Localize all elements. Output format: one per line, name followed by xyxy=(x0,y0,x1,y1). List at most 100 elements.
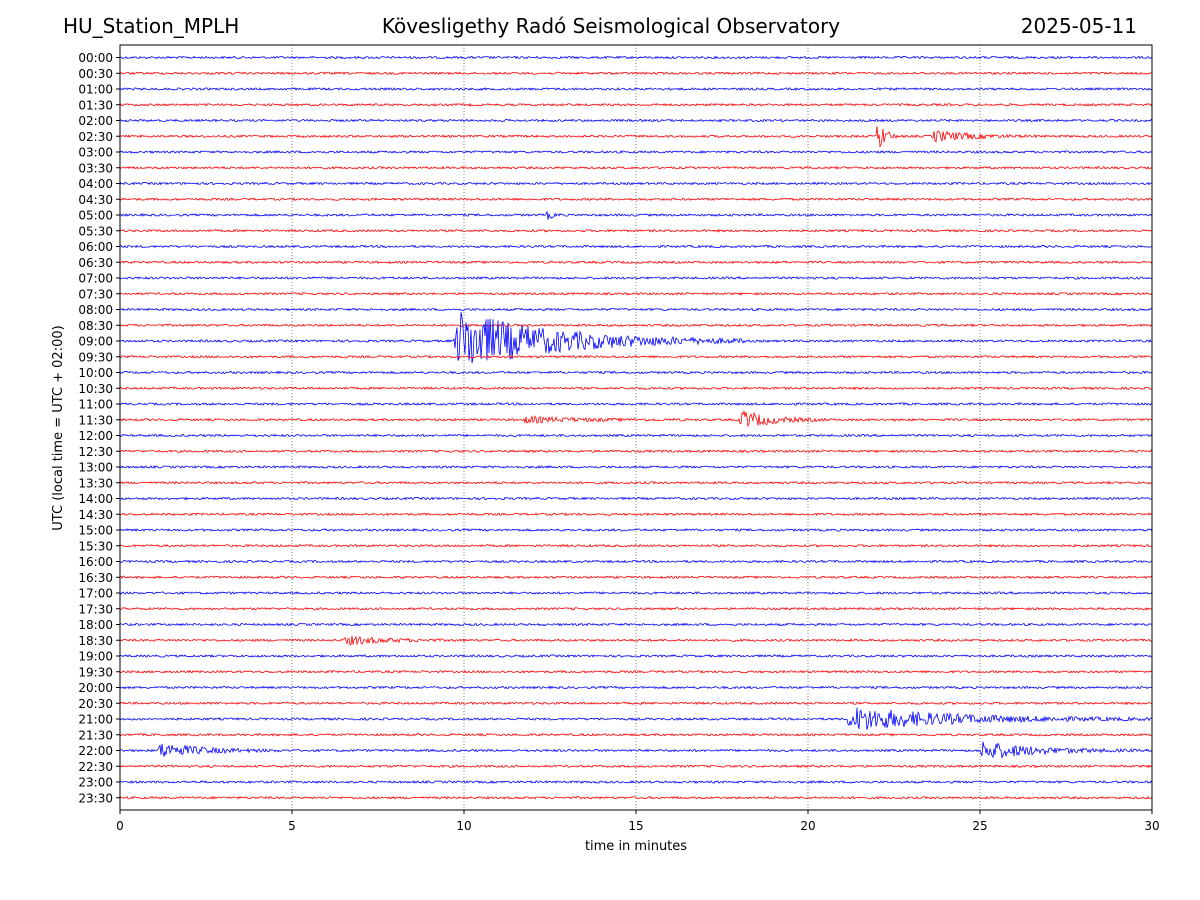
trace-row-2100 xyxy=(119,707,1153,730)
ytick-label-0000: 00:00 xyxy=(78,51,113,65)
trace-row-0630 xyxy=(119,260,1153,265)
trace-row-2000 xyxy=(119,685,1153,690)
ytick-label-1000: 10:00 xyxy=(78,366,113,380)
ytick-label-2330: 23:30 xyxy=(78,791,113,805)
ytick-label-0500: 05:00 xyxy=(78,209,113,223)
ytick-label-0630: 06:30 xyxy=(78,256,113,270)
trace-row-0400 xyxy=(119,181,1153,186)
ytick-label-1630: 16:30 xyxy=(78,571,113,585)
trace-row-1500 xyxy=(119,528,1153,533)
ytick-label-1100: 11:00 xyxy=(78,398,113,412)
ytick-label-0330: 03:30 xyxy=(78,161,113,175)
ytick-label-2230: 22:30 xyxy=(78,760,113,774)
ytick-label-2100: 21:00 xyxy=(78,713,113,727)
record-date: 2025-05-11 xyxy=(1020,14,1137,38)
trace-row-0500 xyxy=(119,210,1153,220)
trace-row-0000 xyxy=(119,55,1153,60)
trace-row-2130 xyxy=(119,732,1153,737)
trace-row-1030 xyxy=(119,386,1153,391)
ytick-label-0430: 04:30 xyxy=(78,193,113,207)
trace-row-1800 xyxy=(119,622,1153,627)
trace-row-1900 xyxy=(119,654,1153,658)
ytick-label-0530: 05:30 xyxy=(78,224,113,238)
ytick-label-2000: 20:00 xyxy=(78,681,113,695)
trace-row-2300 xyxy=(119,780,1153,784)
ytick-label-1930: 19:30 xyxy=(78,665,113,679)
xtick-label-10: 10 xyxy=(456,819,471,833)
ytick-label-0200: 02:00 xyxy=(78,114,113,128)
xtick-label-0: 0 xyxy=(116,819,124,833)
ytick-label-2300: 23:00 xyxy=(78,776,113,790)
ytick-label-0900: 09:00 xyxy=(78,335,113,349)
ytick-label-1030: 10:30 xyxy=(78,382,113,396)
trace-row-1200 xyxy=(119,433,1153,438)
trace-row-0230 xyxy=(119,126,1153,148)
trace-row-1230 xyxy=(119,449,1153,454)
trace-row-0330 xyxy=(119,165,1153,170)
trace-row-1100 xyxy=(119,402,1153,406)
xtick-label-5: 5 xyxy=(288,819,296,833)
ytick-label-1530: 15:30 xyxy=(78,539,113,553)
ytick-label-0730: 07:30 xyxy=(78,287,113,301)
ytick-label-1830: 18:30 xyxy=(78,634,113,648)
ytick-label-0100: 01:00 xyxy=(78,83,113,97)
trace-row-1830 xyxy=(119,635,1153,646)
trace-row-0030 xyxy=(119,71,1153,76)
station-name: HU_Station_MPLH xyxy=(63,14,240,38)
trace-row-0930 xyxy=(119,354,1153,359)
trace-row-2200 xyxy=(119,741,1153,759)
xtick-label-25: 25 xyxy=(972,819,987,833)
trace-row-0100 xyxy=(119,87,1153,91)
trace-row-0900 xyxy=(119,312,1153,364)
ytick-label-1700: 17:00 xyxy=(78,587,113,601)
xtick-label-15: 15 xyxy=(628,819,643,833)
grid-lines xyxy=(291,45,981,810)
trace-row-0700 xyxy=(119,276,1153,280)
ytick-label-1130: 11:30 xyxy=(78,413,113,427)
trace-row-0600 xyxy=(119,244,1153,249)
trace-row-2230 xyxy=(119,764,1153,769)
trace-row-0730 xyxy=(119,291,1153,296)
ytick-label-1900: 19:00 xyxy=(78,650,113,664)
ytick-label-1400: 14:00 xyxy=(78,492,113,506)
ytick-label-0830: 08:30 xyxy=(78,319,113,333)
ytick-label-1230: 12:30 xyxy=(78,445,113,459)
ytick-label-0230: 02:30 xyxy=(78,130,113,144)
ytick-label-1730: 17:30 xyxy=(78,602,113,616)
ytick-label-0600: 06:00 xyxy=(78,240,113,254)
trace-row-0830 xyxy=(119,323,1153,328)
trace-row-1130 xyxy=(119,410,1153,428)
ytick-label-2200: 22:00 xyxy=(78,744,113,758)
trace-row-0430 xyxy=(119,197,1153,202)
ytick-label-2130: 21:30 xyxy=(78,728,113,742)
ytick-label-1500: 15:00 xyxy=(78,524,113,538)
trace-row-1730 xyxy=(119,606,1153,611)
observatory-title: Kövesligethy Radó Seismological Observat… xyxy=(381,14,841,38)
trace-row-0300 xyxy=(119,150,1153,154)
trace-row-1000 xyxy=(119,370,1153,375)
trace-row-2030 xyxy=(119,701,1153,706)
trace-row-1630 xyxy=(119,575,1153,580)
trace-row-1400 xyxy=(119,496,1153,501)
ytick-label-1200: 12:00 xyxy=(78,429,113,443)
trace-row-0800 xyxy=(119,307,1153,312)
x-axis-ticks: 0 5 10 15 20 25 30 xyxy=(116,810,1160,833)
ytick-label-1600: 16:00 xyxy=(78,555,113,569)
ytick-label-0400: 04:00 xyxy=(78,177,113,191)
trace-row-1430 xyxy=(119,512,1153,517)
trace-row-1930 xyxy=(119,669,1153,674)
trace-row-1330 xyxy=(119,480,1153,485)
ytick-label-2030: 20:30 xyxy=(78,697,113,711)
xtick-label-20: 20 xyxy=(800,819,815,833)
trace-row-1530 xyxy=(119,543,1153,548)
ytick-label-0700: 07:00 xyxy=(78,272,113,286)
ytick-label-0800: 08:00 xyxy=(78,303,113,317)
ytick-label-1330: 13:30 xyxy=(78,476,113,490)
ytick-label-0300: 03:00 xyxy=(78,146,113,160)
y-axis-label: UTC (local time = UTC + 02:00) xyxy=(51,325,66,530)
x-axis-label: time in minutes xyxy=(585,839,687,854)
trace-row-2330 xyxy=(119,795,1153,800)
ytick-label-0130: 01:30 xyxy=(78,98,113,112)
